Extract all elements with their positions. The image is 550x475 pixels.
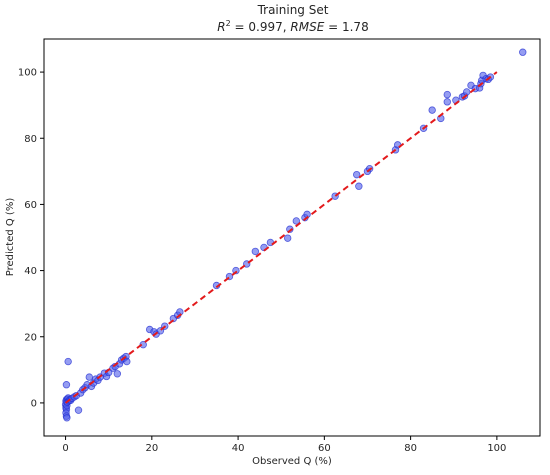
- x-tick-label: 20: [145, 443, 158, 454]
- data-points: [61, 48, 527, 422]
- data-point: [443, 98, 451, 106]
- chart-title: Training Set: [257, 3, 329, 17]
- subtitle-rmse-symbol: RMSE: [290, 20, 324, 34]
- x-tick-label: 60: [318, 443, 331, 454]
- y-tick-label: 60: [24, 200, 37, 211]
- x-tick-label: 100: [487, 443, 506, 454]
- chart-subtitle: R2 = 0.997, RMSE = 1.78: [217, 19, 368, 34]
- y-tick-label: 100: [18, 68, 37, 79]
- data-point: [62, 381, 71, 389]
- data-point: [232, 266, 240, 275]
- fit-line: [64, 71, 498, 404]
- data-point: [85, 373, 93, 381]
- y-tick-label: 40: [24, 266, 37, 277]
- x-axis-label: Observed Q (%): [252, 456, 332, 467]
- data-point: [283, 234, 292, 242]
- data-point: [63, 414, 71, 422]
- data-point: [113, 370, 122, 378]
- data-point: [519, 48, 527, 56]
- data-point: [123, 357, 131, 366]
- subtitle-r2-symbol: R: [217, 20, 225, 34]
- data-point: [428, 106, 436, 114]
- plot-frame: [43, 38, 541, 437]
- y-axis-label: Predicted Q (%): [5, 198, 16, 277]
- subtitle-rmse-value: = 1.78: [324, 20, 368, 34]
- axis-ticks: 0 20 40 60 80 100 0 20 40 60 80 100: [18, 68, 507, 454]
- x-tick-label: 40: [232, 443, 245, 454]
- subtitle-r2-value: = 0.997,: [231, 20, 291, 34]
- data-point: [74, 406, 83, 414]
- data-point: [251, 247, 260, 256]
- y-tick-label: 80: [24, 134, 37, 145]
- data-point: [292, 217, 301, 225]
- data-point: [353, 170, 361, 179]
- y-tick-label: 0: [31, 398, 37, 409]
- y-tick-label: 20: [24, 332, 37, 343]
- x-tick-label: 80: [404, 443, 417, 454]
- data-point: [443, 90, 451, 99]
- data-point: [64, 357, 72, 366]
- data-point: [355, 182, 363, 190]
- subtitle-r2-exponent: 2: [226, 19, 231, 28]
- x-tick-label: 0: [62, 443, 68, 454]
- data-point: [462, 88, 471, 96]
